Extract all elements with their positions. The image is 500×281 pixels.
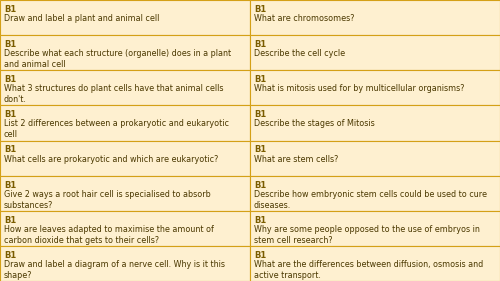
Text: Describe what each structure (organelle) does in a plant
and animal cell: Describe what each structure (organelle)…	[4, 49, 231, 69]
Bar	[0, 140, 250, 176]
Text: B1: B1	[4, 216, 16, 225]
Bar	[0, 176, 250, 211]
Bar	[250, 211, 500, 246]
Text: B1: B1	[4, 181, 16, 190]
Bar	[250, 246, 500, 281]
Bar	[250, 176, 500, 211]
Text: B1: B1	[4, 146, 16, 155]
Bar	[0, 105, 250, 140]
Text: B1: B1	[4, 40, 16, 49]
Text: B1: B1	[4, 75, 16, 84]
Text: What are chromosomes?: What are chromosomes?	[254, 14, 354, 23]
Text: Describe how embryonic stem cells could be used to cure
diseases.: Describe how embryonic stem cells could …	[254, 190, 487, 210]
Text: What cells are prokaryotic and which are eukaryotic?: What cells are prokaryotic and which are…	[4, 155, 218, 164]
Bar	[0, 35, 250, 70]
Text: B1: B1	[254, 40, 266, 49]
Text: B1: B1	[4, 5, 16, 14]
Bar	[250, 0, 500, 35]
Bar	[0, 211, 250, 246]
Bar	[250, 70, 500, 105]
Text: Describe the stages of Mitosis: Describe the stages of Mitosis	[254, 119, 375, 128]
Bar	[250, 35, 500, 70]
Text: B1: B1	[254, 216, 266, 225]
Text: B1: B1	[4, 110, 16, 119]
Bar	[0, 246, 250, 281]
Bar	[0, 0, 250, 35]
Text: What are stem cells?: What are stem cells?	[254, 155, 338, 164]
Text: Draw and label a plant and animal cell: Draw and label a plant and animal cell	[4, 14, 160, 23]
Text: B1: B1	[254, 5, 266, 14]
Text: What are the differences between diffusion, osmosis and
active transport.: What are the differences between diffusi…	[254, 260, 483, 280]
Text: Draw and label a diagram of a nerve cell. Why is it this
shape?: Draw and label a diagram of a nerve cell…	[4, 260, 225, 280]
Text: How are leaves adapted to maximise the amount of
carbon dioxide that gets to the: How are leaves adapted to maximise the a…	[4, 225, 214, 245]
Text: Why are some people opposed to the use of embryos in
stem cell research?: Why are some people opposed to the use o…	[254, 225, 480, 245]
Bar	[250, 105, 500, 140]
Bar	[0, 70, 250, 105]
Text: What 3 structures do plant cells have that animal cells
don't.: What 3 structures do plant cells have th…	[4, 84, 224, 104]
Text: Give 2 ways a root hair cell is specialised to absorb
substances?: Give 2 ways a root hair cell is speciali…	[4, 190, 211, 210]
Text: B1: B1	[254, 251, 266, 260]
Text: B1: B1	[254, 146, 266, 155]
Text: What is mitosis used for by multicellular organisms?: What is mitosis used for by multicellula…	[254, 84, 464, 93]
Text: B1: B1	[254, 181, 266, 190]
Text: B1: B1	[4, 251, 16, 260]
Text: B1: B1	[254, 110, 266, 119]
Text: Describe the cell cycle: Describe the cell cycle	[254, 49, 345, 58]
Text: B1: B1	[254, 75, 266, 84]
Bar	[250, 140, 500, 176]
Text: List 2 differences between a prokaryotic and eukaryotic
cell: List 2 differences between a prokaryotic…	[4, 119, 229, 139]
